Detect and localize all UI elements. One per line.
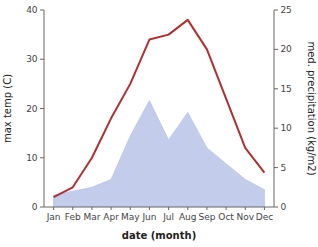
tick-label: 20 (280, 44, 292, 54)
tick-mark (111, 207, 112, 210)
tick-label: Aug (179, 212, 197, 222)
tick-label: Jun (141, 212, 156, 222)
chart-container: 0 10 20 30 40 0 5 10 15 20 25 Jan FebMarAprMayJun Jul… (0, 0, 318, 247)
tick-label: 25 (280, 5, 291, 15)
tick-mark (274, 88, 278, 89)
tick-mark (40, 10, 44, 11)
tick-label: 10 (26, 153, 38, 163)
tick-label: Jan (46, 212, 61, 222)
tick-label: 5 (280, 163, 286, 173)
tick-label: 30 (26, 54, 38, 64)
tick-mark (91, 207, 92, 210)
tick-mark (226, 207, 227, 210)
y-axis-label: max temp (C) (2, 74, 13, 143)
tick-label: Mar (83, 212, 100, 222)
tick-mark (40, 108, 44, 109)
tick-label: 20 (26, 104, 38, 114)
tick-mark (274, 49, 278, 50)
tick-label: Apr (103, 212, 119, 222)
tick-mark (274, 10, 278, 11)
tick-label: Sep (198, 212, 215, 222)
tick-mark (187, 207, 188, 210)
tick-label: Feb (65, 212, 81, 222)
tick-mark (168, 207, 169, 210)
chart: 0 10 20 30 40 0 5 10 15 20 25 Jan FebMarAprMayJun Jul… (0, 0, 318, 247)
tick-label: Dec (256, 212, 273, 222)
tick-label: 10 (280, 123, 292, 133)
tick-mark (53, 207, 54, 210)
tick-label: Nov (236, 212, 254, 222)
tick-mark (40, 207, 44, 208)
tick-label: Jul (162, 212, 174, 222)
y2-axis-line (274, 10, 275, 207)
temperature-line (54, 20, 265, 197)
tick-mark (245, 207, 246, 210)
tick-label: 0 (32, 202, 38, 212)
plot-area (54, 20, 265, 207)
tick-mark (40, 157, 44, 158)
tick-label: 0 (280, 202, 286, 212)
tick-label: 15 (280, 84, 291, 94)
tick-mark (130, 207, 131, 210)
x-axis-line (44, 207, 274, 208)
y2-axis-label: med. precipitation (kg/m2) (306, 41, 317, 175)
tick-mark (206, 207, 207, 210)
tick-mark (274, 207, 278, 208)
tick-mark (264, 207, 265, 210)
tick-mark (274, 128, 278, 129)
tick-label: Oct (218, 212, 234, 222)
x-axis-label: date (month) (122, 230, 196, 241)
tick-mark (72, 207, 73, 210)
tick-mark (149, 207, 150, 210)
tick-label: May (121, 212, 140, 222)
tick-label: 40 (26, 5, 38, 15)
tick-mark (274, 167, 278, 168)
tick-mark (40, 59, 44, 60)
